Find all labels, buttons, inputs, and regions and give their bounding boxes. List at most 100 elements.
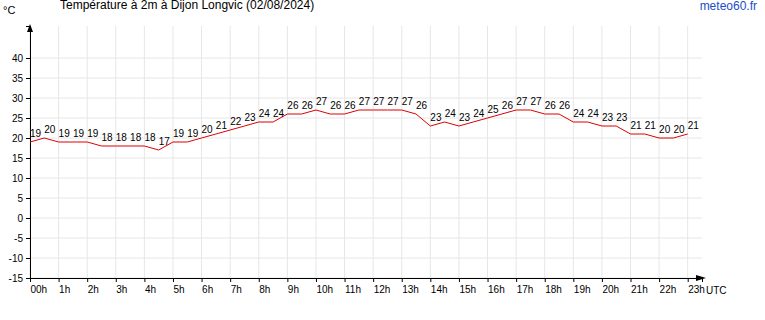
data-label: 21 [645,120,657,131]
x-grid-line [201,26,202,278]
y-tick: 10 [12,173,30,184]
x-tick-label: 8h [259,284,270,295]
y-tick-label: 30 [12,93,24,104]
x-grid-line [315,26,316,278]
data-label: 26 [416,100,428,111]
y-tick: 0 [17,213,30,224]
y-tick: -5 [14,233,30,244]
data-label: 20 [659,124,671,135]
data-label: 17 [159,136,171,147]
x-axis-arrow [696,275,706,281]
x-tick-mark [202,278,203,282]
x-tick: 14h [431,278,448,295]
chart: -15-10-5051015202530354000h1h2h3h4h5h6h7… [0,0,765,320]
y-grid-line [30,78,702,79]
data-label: 25 [488,104,500,115]
x-grid-line [601,26,602,278]
x-grid-line [344,26,345,278]
y-tick-mark [26,78,30,79]
x-tick-label: 1h [59,284,70,295]
y-tick-label: 5 [17,193,23,204]
data-label: 18 [144,132,156,143]
x-tick-label: 3h [116,284,127,295]
data-label: 24 [473,108,485,119]
data-label: 18 [101,132,113,143]
data-label: 19 [30,128,42,139]
x-grid-line [230,26,231,278]
data-label: 26 [345,100,357,111]
y-grid-line [30,178,702,179]
y-tick-label: 15 [12,153,24,164]
data-label: 23 [430,112,442,123]
x-axis-line [31,279,703,283]
y-tick-mark [26,178,30,179]
y-tick-mark [26,158,30,159]
x-grid-line [172,26,173,278]
x-grid-line [659,26,660,278]
data-label: 23 [244,112,256,123]
y-tick-label: -5 [14,233,23,244]
x-tick-label: 15h [459,284,476,295]
x-tick-mark [602,278,603,282]
y-tick: 20 [12,133,30,144]
y-tick: 25 [12,113,30,124]
y-grid-line [30,258,702,259]
data-label: 18 [130,132,142,143]
x-grid-line [573,26,574,278]
x-tick: 4h [145,278,156,295]
data-label: 26 [545,100,557,111]
y-tick: 30 [12,93,30,104]
y-tick-mark [26,238,30,239]
y-tick: 40 [12,53,30,64]
y-tick-mark [26,98,30,99]
x-grid-line [258,26,259,278]
y-tick-label: 0 [17,213,23,224]
x-tick-label: 23h [688,284,705,295]
x-tick-mark [230,278,231,282]
y-tick-label: -10 [9,253,24,264]
data-label: 27 [516,96,528,107]
data-label: 27 [387,96,399,107]
data-label: 23 [459,112,471,123]
data-label: 26 [302,100,314,111]
x-tick: 21h [631,278,648,295]
data-label: 23 [602,112,614,123]
x-tick-mark [116,278,117,282]
y-tick-label: 40 [12,53,24,64]
x-tick-mark [259,278,260,282]
x-tick: 11h [345,278,361,295]
x-grid-line [58,26,59,278]
x-tick: 1h [59,278,70,295]
data-label: 21 [631,120,643,131]
data-label: 21 [216,120,228,131]
x-tick: 18h [545,278,562,295]
x-tick: 5h [173,278,184,295]
x-tick-mark [488,278,489,282]
x-tick-label: 22h [660,284,677,295]
x-tick-mark [287,278,288,282]
y-axis-line [26,27,31,279]
x-grid-line [287,26,288,278]
y-grid-line [30,198,702,199]
x-tick: 8h [259,278,270,295]
data-label: 24 [273,108,285,119]
x-tick: 10h [316,278,333,295]
x-grid-line [687,26,688,278]
x-tick-label: 2h [88,284,99,295]
x-tick-mark [459,278,460,282]
data-label: 19 [187,128,199,139]
y-tick-label: 25 [12,113,24,124]
data-label: 19 [73,128,85,139]
data-label: 24 [445,108,457,119]
data-label: 27 [373,96,385,107]
x-tick-label: 9h [288,284,299,295]
x-tick-label: 21h [631,284,648,295]
x-tick-mark [402,278,403,282]
x-grid-line [401,26,402,278]
x-tick-label: 4h [145,284,156,295]
x-grid-line [373,26,374,278]
y-grid-line [30,238,702,239]
y-tick-label: -15 [9,273,24,284]
x-tick-label: 17h [517,284,534,295]
x-tick-mark [59,278,60,282]
